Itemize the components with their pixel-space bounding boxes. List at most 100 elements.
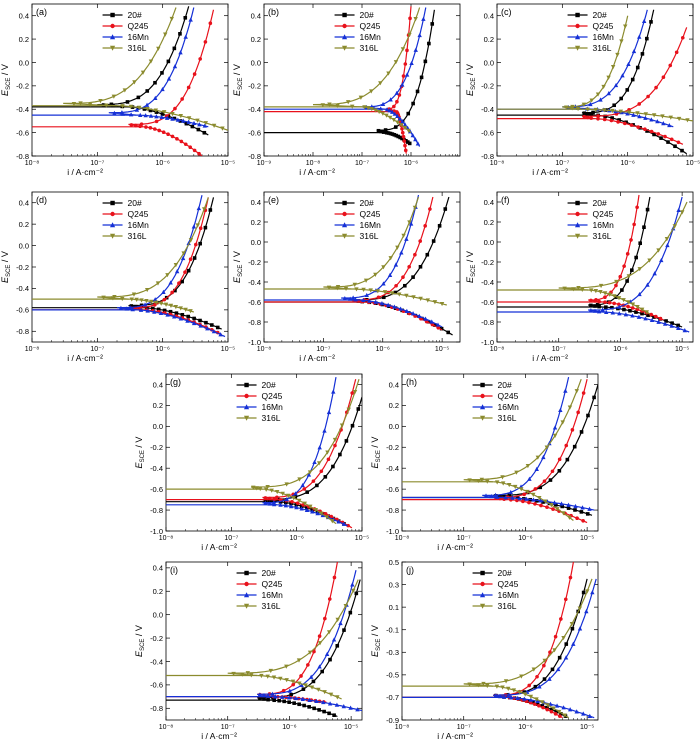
data-point <box>680 210 685 215</box>
data-point <box>392 132 397 137</box>
data-point <box>170 112 175 117</box>
y-tick-label: 0.1 <box>389 603 399 612</box>
data-point <box>405 48 409 53</box>
data-point <box>160 86 165 92</box>
data-point <box>525 489 530 495</box>
data-point <box>184 121 189 126</box>
data-point <box>625 279 629 283</box>
panel-label: (g) <box>170 377 181 387</box>
data-point <box>188 17 193 22</box>
y-tick-label: 0.4 <box>484 198 494 207</box>
data-point <box>645 207 650 212</box>
curves <box>32 6 228 156</box>
data-point <box>559 617 563 621</box>
data-point <box>519 487 524 492</box>
data-point <box>306 472 312 477</box>
data-point <box>430 22 435 26</box>
data-point <box>373 299 378 304</box>
legend-marker <box>110 211 115 217</box>
data-point <box>476 683 481 688</box>
data-point <box>582 111 587 116</box>
data-point <box>432 300 438 305</box>
data-point <box>168 280 173 285</box>
data-point <box>388 256 393 261</box>
y-tick-label: -0.8 <box>481 318 494 327</box>
y-tick-label: -0.4 <box>386 464 399 473</box>
data-point <box>570 104 575 110</box>
legend-label: 20# <box>128 10 142 20</box>
data-point <box>585 112 590 116</box>
legend-marker <box>110 12 115 18</box>
y-tick-label: -0.4 <box>150 464 163 473</box>
data-point <box>539 503 543 508</box>
data-point <box>124 306 130 311</box>
data-point <box>120 296 125 302</box>
data-point <box>351 588 356 593</box>
data-point <box>567 707 573 712</box>
data-point <box>522 696 527 701</box>
legend-label: Q245 <box>360 21 381 31</box>
curves <box>497 9 693 155</box>
data-point <box>215 325 220 330</box>
data-point <box>637 102 642 106</box>
data-point <box>127 305 133 310</box>
data-point <box>129 123 134 127</box>
data-point <box>561 705 566 710</box>
legend-marker <box>479 415 486 421</box>
x-tick-label: 10⁻⁸ <box>25 346 39 353</box>
panel-label: (c) <box>501 7 512 17</box>
data-point <box>137 105 142 110</box>
data-point <box>398 306 403 311</box>
data-point <box>273 694 278 699</box>
legend-label: 316L <box>498 413 517 423</box>
data-point <box>267 498 272 503</box>
data-point <box>152 297 158 302</box>
data-point <box>161 130 166 135</box>
data-point <box>622 264 626 268</box>
data-point <box>506 692 512 697</box>
data-point <box>654 314 658 319</box>
y-tick-label: -0.2 <box>386 443 399 452</box>
data-point <box>331 637 337 642</box>
y-tick-label: -0.4 <box>481 278 494 287</box>
series-316L <box>264 7 421 134</box>
data-point <box>305 490 309 494</box>
data-point <box>350 582 355 587</box>
data-point <box>643 127 647 131</box>
data-point <box>593 289 599 294</box>
data-point <box>375 289 381 294</box>
series-316L <box>402 578 593 719</box>
y-tick-label: -0.6 <box>150 485 163 494</box>
data-point <box>180 279 184 284</box>
data-point <box>610 65 616 70</box>
y-tick-label: -1.0 <box>481 338 494 347</box>
data-point <box>133 123 138 128</box>
data-point <box>402 125 408 131</box>
data-point <box>380 101 386 107</box>
data-point <box>136 95 141 100</box>
x-tick-label: 10⁻⁷ <box>555 160 569 167</box>
data-point <box>332 713 336 717</box>
data-point <box>387 108 392 113</box>
data-point <box>196 205 202 211</box>
data-point <box>537 684 542 689</box>
x-tick-label: 10⁻⁵ <box>355 535 369 542</box>
y-tick-label: 0.4 <box>153 380 163 389</box>
data-point <box>324 515 330 520</box>
data-point <box>399 123 404 128</box>
data-point <box>407 32 412 38</box>
data-point <box>485 683 490 689</box>
data-point <box>139 298 144 303</box>
x-tick-label: 10⁻⁸ <box>306 160 320 167</box>
data-point <box>307 705 311 709</box>
data-point <box>558 407 563 413</box>
legend-label: 16Mn <box>593 220 615 230</box>
data-point <box>659 136 663 140</box>
data-point <box>202 123 207 128</box>
data-point <box>145 308 150 313</box>
data-point <box>71 102 77 107</box>
data-point <box>626 274 632 279</box>
data-point <box>162 308 167 313</box>
